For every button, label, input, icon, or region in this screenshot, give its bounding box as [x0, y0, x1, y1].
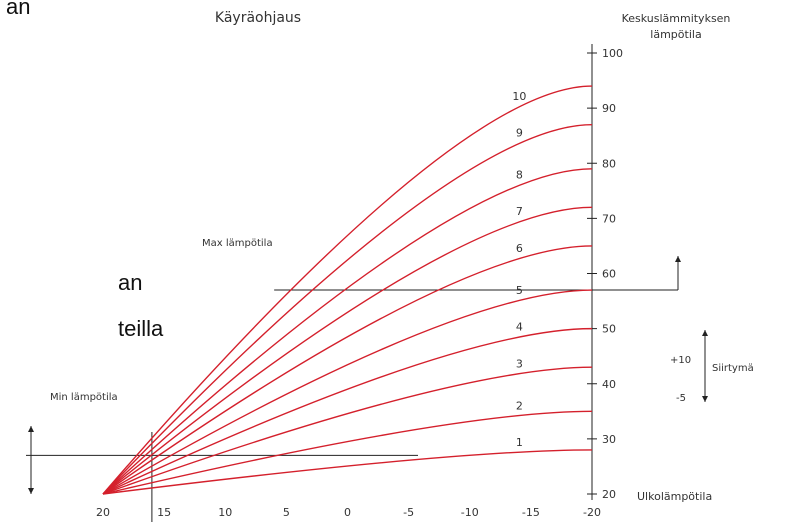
- y-tick-label: 40: [602, 378, 616, 391]
- heating-curve-10: [102, 85, 593, 495]
- x-axis-label: Ulkolämpötila: [637, 490, 712, 503]
- chart-title: Käyräohjaus: [215, 10, 301, 26]
- shift-plus-label: +10: [670, 355, 691, 366]
- curve-label-1: 1: [516, 436, 523, 449]
- curve-label-7: 7: [516, 205, 523, 218]
- x-tick-label: 0: [344, 506, 351, 519]
- x-tick-label: 15: [157, 506, 171, 519]
- curve-label-3: 3: [516, 357, 523, 370]
- y-axis-label-line-2: lämpötila: [650, 28, 701, 41]
- heating-curve-4: [102, 327, 593, 495]
- heating-curve-3: [102, 366, 593, 495]
- x-tick-label: -20: [583, 506, 601, 519]
- curve-label-8: 8: [516, 169, 523, 182]
- y-axis-label-line-1: Keskuslämmityksen: [622, 12, 731, 25]
- y-tick-label: 90: [602, 102, 616, 115]
- min-temp-label: Min lämpötila: [50, 392, 118, 403]
- x-tick-label: 20: [96, 506, 110, 519]
- curves-group: [102, 85, 593, 495]
- heating-curve-8: [102, 168, 593, 495]
- y-tick-label: 60: [602, 268, 616, 281]
- heating-curve-7: [102, 206, 593, 495]
- y-tick-label: 80: [602, 157, 616, 170]
- curve-label-5: 5: [516, 284, 523, 297]
- shift-label: Siirtymä: [712, 363, 754, 374]
- y-tick-label: 100: [602, 47, 623, 60]
- shift-down-arrow-head: [702, 396, 708, 402]
- x-tick-label: -5: [403, 506, 414, 519]
- heating-curve-2: [102, 410, 593, 495]
- max-temp-label: Max lämpötila: [202, 238, 273, 249]
- curve-label-10: 10: [512, 90, 526, 103]
- curve-label-9: 9: [516, 127, 523, 140]
- max-temp-up-arrow-head: [675, 256, 681, 262]
- curve-label-4: 4: [516, 321, 523, 334]
- x-tick-label: 5: [283, 506, 290, 519]
- y-tick-label: 70: [602, 212, 616, 225]
- x-tick-label: 10: [218, 506, 232, 519]
- min-temp-down-arrow-head: [28, 488, 34, 494]
- y-tick-label: 50: [602, 323, 616, 336]
- heating-curve-1: [102, 449, 593, 495]
- curve-label-2: 2: [516, 399, 523, 412]
- y-tick-label: 20: [602, 488, 616, 501]
- shift-minus-label: -5: [676, 393, 686, 404]
- curve-label-6: 6: [516, 242, 523, 255]
- min-temp-up-arrow-head: [28, 426, 34, 432]
- x-tick-label: -15: [522, 506, 540, 519]
- x-tick-label: -10: [461, 506, 479, 519]
- axes-group: [26, 44, 708, 522]
- heating-curve-5: [102, 289, 593, 495]
- heating-curve-9: [102, 123, 593, 495]
- text-fragment-1: an: [6, 0, 31, 19]
- text-fragment-2: an: [118, 270, 143, 295]
- shift-up-arrow-head: [702, 330, 708, 336]
- text-fragment-3: teilla: [118, 316, 164, 341]
- heating-curve-6: [102, 245, 593, 495]
- y-tick-label: 30: [602, 433, 616, 446]
